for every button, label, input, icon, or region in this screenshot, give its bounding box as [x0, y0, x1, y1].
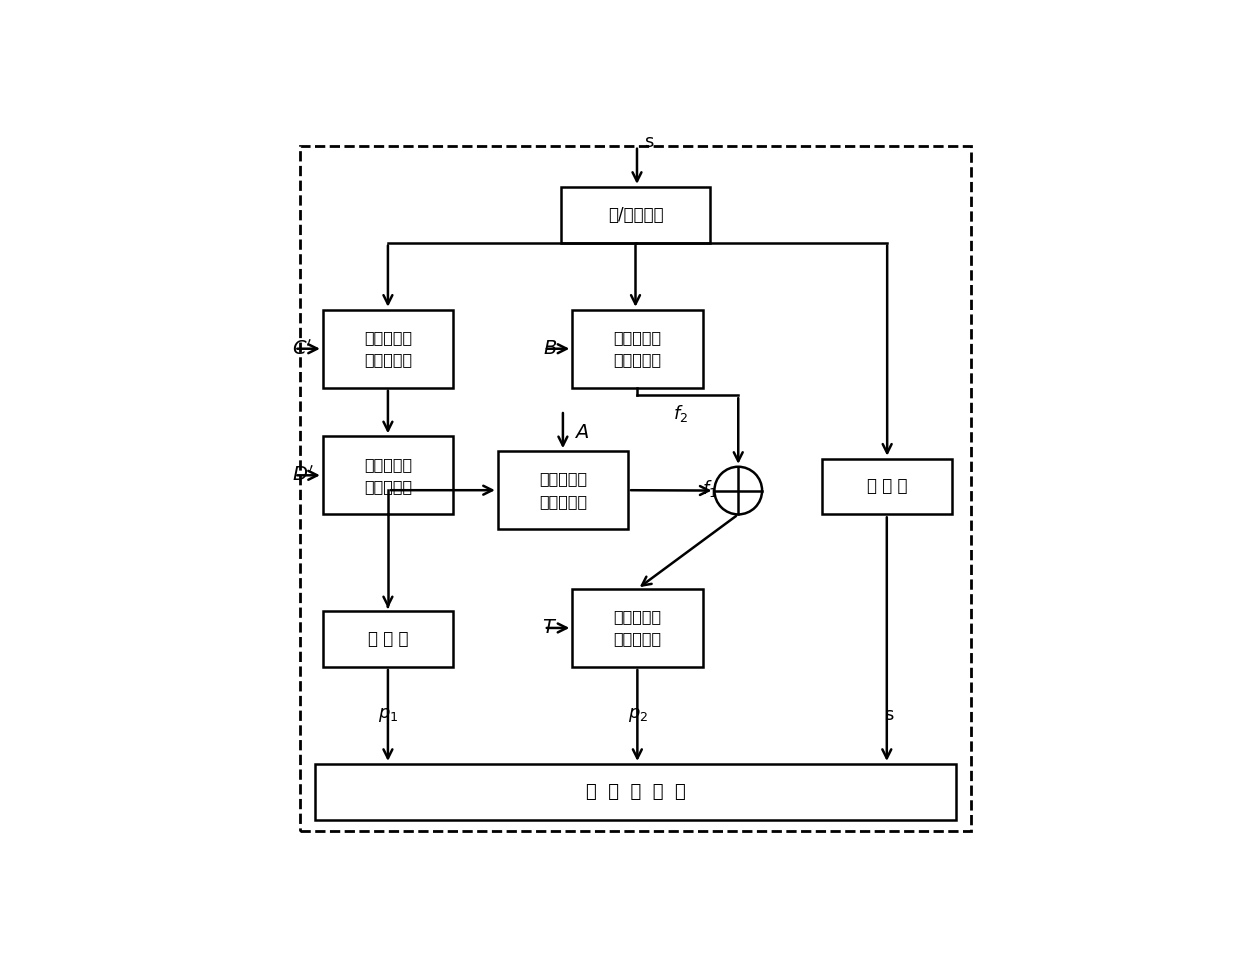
FancyBboxPatch shape	[497, 451, 627, 529]
Text: $p_2$: $p_2$	[627, 707, 647, 724]
FancyBboxPatch shape	[560, 187, 711, 243]
Text: 串/并转换器: 串/并转换器	[608, 206, 663, 223]
Text: 码  字  合  成  器: 码 字 合 成 器	[585, 782, 686, 801]
Text: $A$: $A$	[574, 423, 589, 442]
Text: 前向置换器
矩阵乘法器: 前向置换器 矩阵乘法器	[363, 456, 412, 494]
Text: 延 时 器: 延 时 器	[368, 630, 408, 648]
Text: 延 时 器: 延 时 器	[867, 478, 906, 495]
Text: $B$: $B$	[543, 338, 557, 358]
FancyBboxPatch shape	[822, 458, 952, 514]
Text: s: s	[645, 133, 653, 151]
Text: $T$: $T$	[542, 618, 558, 637]
FancyBboxPatch shape	[572, 589, 703, 667]
Text: 前向置换器
矩阵乘法器: 前向置换器 矩阵乘法器	[614, 330, 661, 367]
FancyBboxPatch shape	[315, 764, 956, 820]
Text: $f_2$: $f_2$	[672, 403, 688, 425]
Text: 前向置换器
矩阵乘法器: 前向置换器 矩阵乘法器	[363, 330, 412, 367]
FancyBboxPatch shape	[322, 436, 453, 514]
FancyBboxPatch shape	[322, 611, 453, 667]
Text: $C'$: $C'$	[293, 338, 312, 359]
Text: 前向置换器
矩阵乘法器: 前向置换器 矩阵乘法器	[539, 472, 587, 509]
FancyBboxPatch shape	[322, 309, 453, 388]
Text: $p_1$: $p_1$	[378, 707, 398, 724]
Text: $D'$: $D'$	[291, 465, 314, 484]
FancyBboxPatch shape	[572, 309, 703, 388]
Text: 前向置换器
矩阵乘法器: 前向置换器 矩阵乘法器	[614, 609, 661, 647]
Text: $f_1$: $f_1$	[702, 478, 718, 499]
Text: s: s	[884, 707, 893, 724]
